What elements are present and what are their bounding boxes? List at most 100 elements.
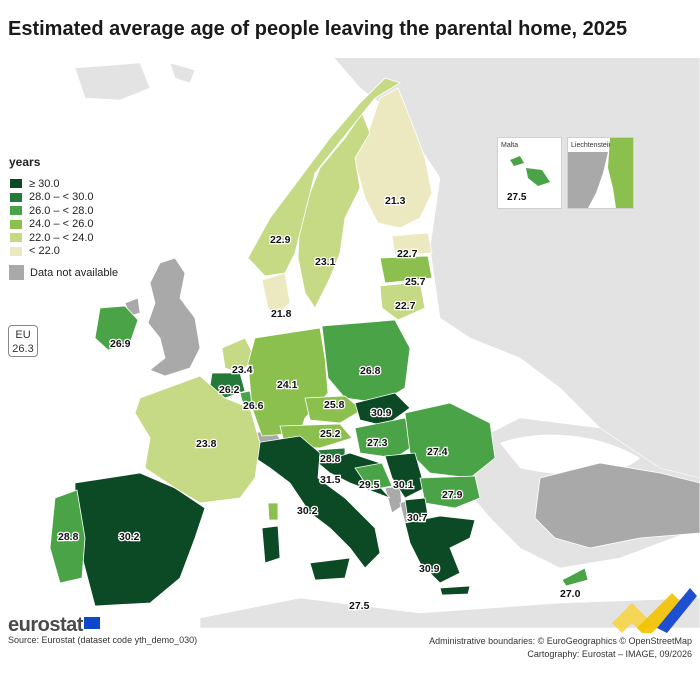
legend-item: < 22.0 xyxy=(9,245,118,259)
iceland-land xyxy=(74,62,151,101)
eu-value: 26.3 xyxy=(12,343,34,355)
credits: Administrative boundaries: © EuroGeograp… xyxy=(429,635,692,661)
liechtenstein-inset: Liechtenstein xyxy=(567,137,634,209)
liechtenstein-inset-label: Liechtenstein xyxy=(571,142,613,149)
value-label-hungary: 27.3 xyxy=(367,437,388,449)
turkey-shape xyxy=(534,462,700,549)
legend-label: ≥ 30.0 xyxy=(29,177,60,190)
faroe-land xyxy=(169,62,196,84)
value-label-romania: 27.4 xyxy=(427,446,448,458)
legend-item: 28.0 – < 30.0 xyxy=(9,191,118,205)
legend-swatch xyxy=(9,191,23,203)
value-label-north-macedonia: 30.7 xyxy=(407,512,428,524)
value-label-portugal: 28.8 xyxy=(58,531,79,543)
value-label-austria: 25.2 xyxy=(320,428,341,440)
eu-average-box: EU 26.3 xyxy=(8,325,38,357)
legend-label: 26.0 – < 28.0 xyxy=(29,204,94,217)
value-label-bosnia: 29.5 xyxy=(359,479,380,491)
corsica-shape xyxy=(267,502,279,521)
malta-inset-label: Malta xyxy=(501,142,519,149)
eu-label: EU xyxy=(15,329,31,341)
legend-swatch xyxy=(9,265,24,281)
legend-label: 22.0 – < 24.0 xyxy=(29,231,94,244)
norway-shape xyxy=(247,77,401,277)
portugal-shape xyxy=(49,489,86,584)
value-label-italy: 30.2 xyxy=(297,505,318,517)
latvia-shape xyxy=(379,255,433,284)
belgium-shape xyxy=(209,372,246,399)
netherlands-shape xyxy=(221,337,256,374)
malta-inset-map: 27.5 xyxy=(507,156,550,203)
eu-flag-icon xyxy=(84,617,100,629)
value-label-luxembourg: 26.6 xyxy=(243,400,264,412)
legend-item: 26.0 – < 28.0 xyxy=(9,204,118,218)
value-label-greece: 30.9 xyxy=(419,563,440,575)
value-label-czechia: 25.8 xyxy=(324,399,345,411)
legend-item: 24.0 – < 26.0 xyxy=(9,218,118,232)
denmark-shape xyxy=(261,272,291,317)
source-note: Source: Eurostat (dataset code yth_demo_… xyxy=(8,635,198,645)
value-label-slovenia: 28.8 xyxy=(320,453,341,465)
value-label-belgium: 26.2 xyxy=(219,384,240,396)
sardinia-shape xyxy=(261,525,281,564)
cyprus-shape xyxy=(561,567,589,587)
north-africa-land xyxy=(199,597,700,628)
value-label-denmark: 21.8 xyxy=(271,308,292,320)
crete-shape xyxy=(439,585,471,596)
value-label-estonia: 22.7 xyxy=(397,248,418,260)
sweden-shape xyxy=(297,112,371,309)
finland-shape xyxy=(349,87,433,229)
poland-shape xyxy=(321,319,411,404)
eurostat-logo: eurostat xyxy=(8,614,83,636)
value-label-poland: 26.8 xyxy=(360,365,381,377)
legend-swatch xyxy=(9,245,23,257)
malta-inset: Malta 27.5 xyxy=(497,137,562,209)
greece-shape xyxy=(404,515,476,584)
hungary-shape xyxy=(354,417,419,459)
value-label-malta-main: 27.5 xyxy=(349,600,370,612)
legend-label: 24.0 – < 26.0 xyxy=(29,218,94,231)
italy-shape xyxy=(254,435,381,569)
legend-swatch xyxy=(9,178,23,190)
boundaries-credit: Administrative boundaries: © EuroGeograp… xyxy=(429,636,692,646)
legend-label: < 22.0 xyxy=(29,245,60,258)
legend-title: years xyxy=(9,155,41,169)
legend-swatch xyxy=(9,232,23,244)
value-label-ireland: 26.9 xyxy=(110,338,131,350)
value-label-cyprus: 27.0 xyxy=(560,588,581,600)
ireland-shape xyxy=(94,305,139,351)
malta-island-shape xyxy=(526,168,550,186)
legend-label: Data not available xyxy=(30,266,119,279)
value-label-lithuania: 22.7 xyxy=(395,300,416,312)
legend-item-not-available: Data not available xyxy=(9,265,119,281)
value-label-france: 23.8 xyxy=(196,438,217,450)
value-label-spain: 30.2 xyxy=(119,531,140,543)
value-label-finland: 21.3 xyxy=(385,195,406,207)
value-label-bulgaria: 27.9 xyxy=(442,489,463,501)
decorative-stripes-icon xyxy=(612,588,697,633)
value-label-germany: 24.1 xyxy=(277,379,298,391)
slovakia-shape xyxy=(354,392,411,427)
france-shape xyxy=(134,375,261,504)
bosnia-shape xyxy=(354,462,393,491)
cartography-credit: Cartography: Eurostat – IMAGE, 09/2026 xyxy=(527,649,692,659)
united-kingdom-shape xyxy=(147,257,201,377)
switzerland-inset-shape xyxy=(568,152,608,208)
north-macedonia-shape xyxy=(404,497,429,521)
value-label-slovakia: 30.9 xyxy=(371,407,392,419)
legend-label: 28.0 – < 30.0 xyxy=(29,191,94,204)
value-label-norway: 22.9 xyxy=(270,234,291,246)
gozo-shape xyxy=(510,156,524,166)
liechtenstein-inset-map xyxy=(568,138,633,208)
value-label-serbia: 30.1 xyxy=(393,479,414,491)
map-title: Estimated average age of people leaving … xyxy=(8,18,628,40)
czechia-shape xyxy=(304,395,363,424)
lithuania-shape xyxy=(379,281,426,321)
legend-item: 22.0 – < 24.0 xyxy=(9,231,118,245)
legend-swatch xyxy=(9,218,23,230)
malta-inset-value: 27.5 xyxy=(507,192,527,203)
value-label-netherlands: 23.4 xyxy=(232,364,253,376)
estonia-shape xyxy=(391,232,433,256)
sicily-shape xyxy=(309,557,351,581)
value-label-croatia: 31.5 xyxy=(320,474,341,486)
